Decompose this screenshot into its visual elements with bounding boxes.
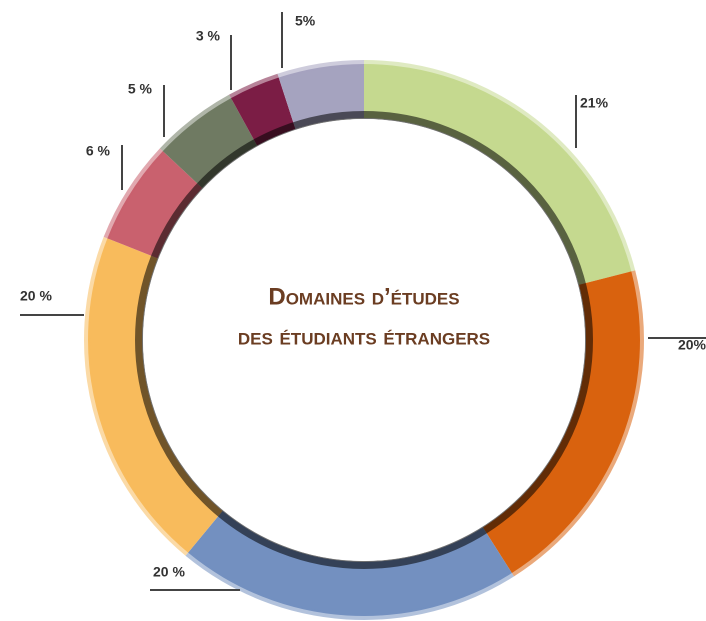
chart-title: Domaines d’études	[268, 283, 459, 310]
donut-segment	[87, 238, 223, 553]
data-label: 20%	[678, 337, 706, 353]
data-label: 20 %	[153, 564, 185, 580]
segment-rim	[364, 60, 636, 272]
inner-hole	[143, 119, 585, 561]
donut-segment	[162, 98, 258, 189]
segment-rim	[185, 551, 515, 620]
segment-rim	[83, 236, 190, 556]
segment-rim	[277, 60, 364, 80]
segment-rim	[510, 270, 645, 577]
donut-segment	[107, 151, 203, 259]
data-label: 21%	[580, 95, 609, 111]
segment-rim	[103, 148, 165, 240]
data-label: 5 %	[128, 81, 153, 97]
data-label: 6 %	[86, 143, 111, 159]
data-label: 3 %	[196, 28, 221, 44]
segment-rim	[229, 73, 280, 100]
chart-title: des étudiants étrangers	[238, 323, 490, 350]
data-label: 20 %	[20, 288, 52, 304]
data-label: 5%	[295, 13, 316, 29]
inner-shadow	[135, 111, 593, 569]
segment-rim	[159, 94, 232, 153]
